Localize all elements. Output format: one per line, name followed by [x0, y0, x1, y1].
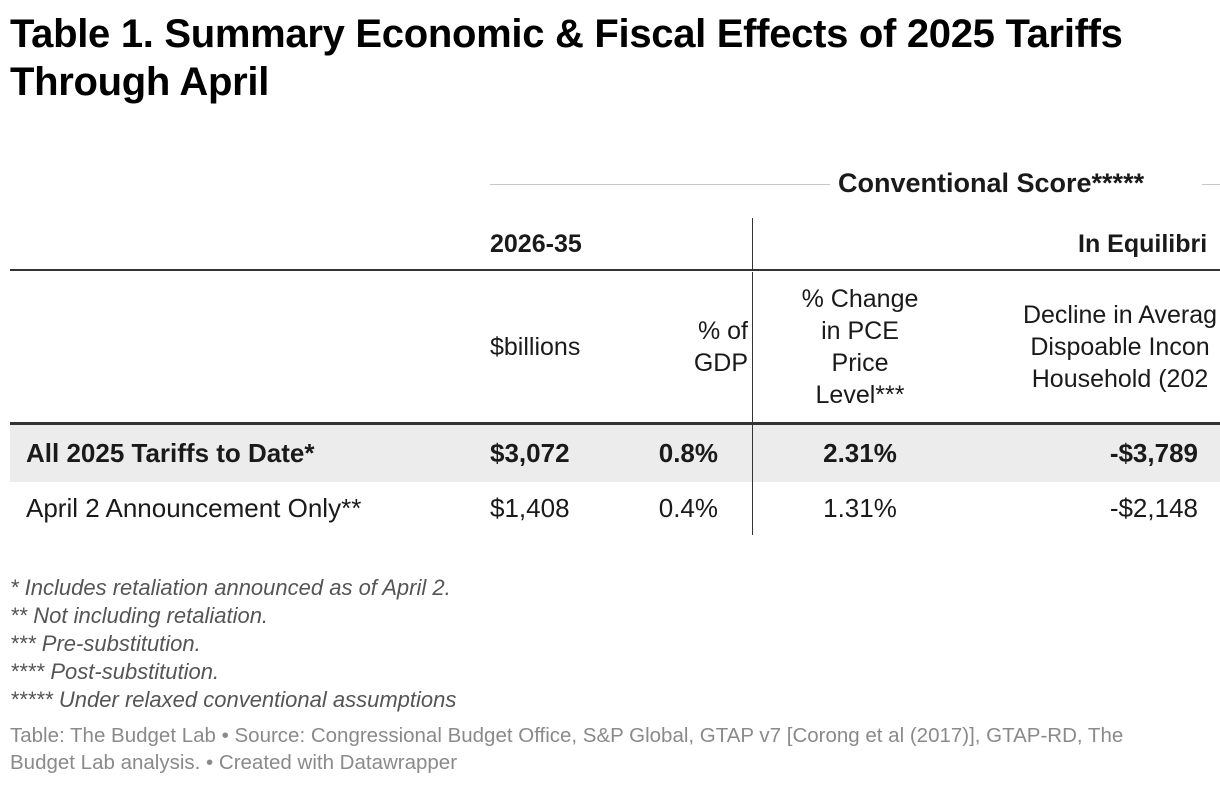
source-credit: Table: The Budget Lab • Source: Congress…: [10, 724, 1124, 774]
column-group-in-equilibrium: In Equilibri: [1078, 230, 1208, 258]
cell-pce-change: 2.31%: [823, 438, 897, 468]
header-pce-change: % Change in PCE Price Level***: [801, 285, 919, 409]
group-header-label: Conventional Score*****: [838, 168, 1145, 198]
row-label: April 2 Announcement Only**: [26, 493, 362, 523]
group-header-rule-right: [1202, 184, 1220, 185]
footnotes: * Includes retaliation announced as of A…: [10, 574, 1210, 714]
footnote: * Includes retaliation announced as of A…: [10, 575, 451, 600]
column-group-header: Conventional Score*****: [490, 168, 1220, 200]
header-rule: [10, 269, 1220, 271]
cell-billions: $3,072: [490, 438, 570, 468]
cell-income-decline: -$3,789: [1109, 438, 1198, 468]
cell-billions: $1,408: [490, 493, 570, 523]
row-label: All 2025 Tariffs to Date*: [26, 438, 315, 468]
cell-pce-change: 1.31%: [823, 493, 897, 523]
page-title: Table 1. Summary Economic & Fiscal Effec…: [10, 12, 1123, 104]
header-income-decline: Decline in Averag Dispoable Incon Househol…: [1022, 301, 1218, 393]
column-group-2026-35: 2026-35: [490, 230, 582, 258]
column-divider: [752, 425, 753, 535]
cell-percent-gdp: 0.8%: [658, 438, 718, 468]
footnote: ** Not including retaliation.: [10, 603, 269, 628]
footnote: ***** Under relaxed conventional assumpt…: [10, 687, 457, 712]
header-bottom-rule: [10, 422, 1220, 425]
summary-table: 2026-35 In Equilibri $billions % of GDP %…: [10, 218, 1220, 538]
table-row: April 2 Announcement Only** $1,408 0.4% …: [10, 482, 1220, 535]
header-billions: $billions: [490, 333, 581, 361]
footnote: *** Pre-substitution.: [10, 631, 201, 656]
footnote: **** Post-substitution.: [10, 659, 220, 684]
column-divider: [752, 272, 753, 422]
table-row: All 2025 Tariffs to Date* $3,072 0.8% 2.…: [10, 425, 1220, 482]
header-percent-gdp: % of GDP: [693, 317, 748, 377]
cell-income-decline: -$2,148: [1109, 493, 1198, 523]
column-divider: [752, 218, 753, 270]
group-header-rule-left: [490, 184, 830, 185]
cell-percent-gdp: 0.4%: [658, 493, 718, 523]
